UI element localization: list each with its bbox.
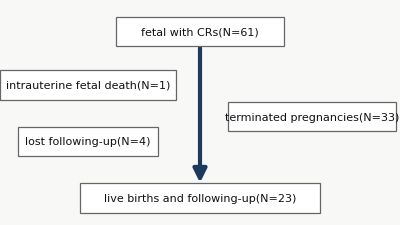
FancyBboxPatch shape — [0, 71, 176, 100]
FancyBboxPatch shape — [80, 183, 320, 213]
FancyBboxPatch shape — [116, 18, 284, 47]
Text: live births and following-up(N=23): live births and following-up(N=23) — [104, 193, 296, 203]
FancyBboxPatch shape — [18, 127, 158, 156]
Text: terminated pregnancies(N=33): terminated pregnancies(N=33) — [225, 112, 399, 122]
Text: lost following-up(N=4): lost following-up(N=4) — [25, 137, 151, 147]
Text: fetal with CRs(N=61): fetal with CRs(N=61) — [141, 28, 259, 38]
Text: intrauterine fetal death(N=1): intrauterine fetal death(N=1) — [6, 81, 170, 90]
FancyBboxPatch shape — [228, 102, 396, 132]
